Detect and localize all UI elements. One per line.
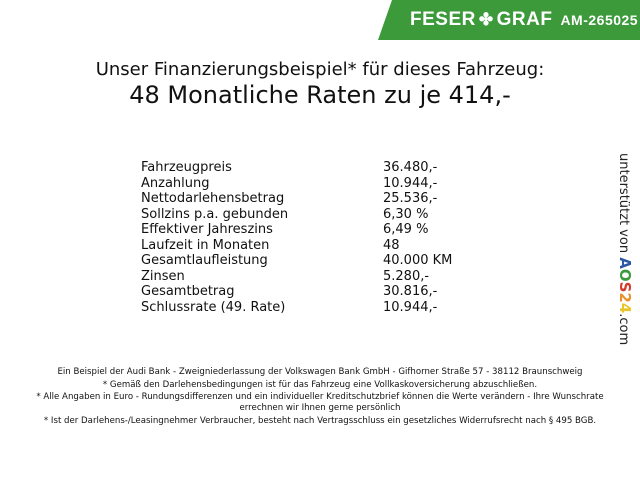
row-value: 5.280,- (383, 268, 430, 284)
sponsor-suffix: .com (616, 313, 631, 346)
table-row: Gesamtlaufleistung 40.000 KM (141, 253, 461, 269)
row-value: 25.536,- (383, 191, 438, 206)
row-label: Laufzeit in Monaten (141, 237, 270, 253)
row-value: 6,49 % (383, 222, 429, 237)
page-title: Unser Finanzierungsbeispiel* für dieses … (95, 59, 545, 80)
disclaimer-line: * Ist der Darlehens-/Leasingnehmer Verbr… (43, 415, 597, 426)
row-value: 10.944,- (383, 299, 438, 315)
row-label: Zinsen (141, 268, 185, 284)
table-row: Fahrzeugpreis 36.480,- (141, 160, 461, 176)
logo-letter: S (616, 281, 634, 293)
sponsor-prefix: unterstützt von (616, 153, 631, 254)
table-row: Effektiver Jahreszins 6,49 % (141, 222, 461, 238)
table-row: Laufzeit in Monaten 48 (141, 238, 461, 254)
table-row: Nettodarlehensbetrag 25.536,- (141, 191, 461, 207)
row-value: 48 (383, 237, 400, 253)
row-value: 30.816,- (383, 284, 438, 299)
vehicle-code: AM-265025 (560, 12, 639, 28)
table-row: Gesamtbetrag 30.816,- (141, 284, 461, 300)
row-label: Nettodarlehensbetrag (141, 191, 285, 206)
table-row: Schlussrate (49. Rate) 10.944,- (141, 300, 461, 316)
rate-headline: 48 Monatliche Raten zu je 414,- (129, 81, 511, 109)
aos24-logo: AOS24 (616, 257, 634, 313)
sponsor-credit: unterstützt von AOS24.com (616, 153, 634, 345)
row-label: Effektiver Jahreszins (141, 222, 273, 237)
footer-disclaimer: Ein Beispiel der Audi Bank - Zweignieder… (30, 367, 610, 428)
row-value: 6,30 % (383, 206, 429, 222)
table-row: Anzahlung 10.944,- (141, 176, 461, 192)
finance-table: Fahrzeugpreis 36.480,- Anzahlung 10.944,- Ne… (141, 160, 461, 315)
row-label: Schlussrate (49. Rate) (141, 299, 286, 315)
disclaimer-line: * Alle Angaben in Euro - Rundungsdiffere… (36, 392, 604, 413)
logo-letter: O (616, 268, 634, 282)
row-label: Fahrzeugpreis (141, 160, 232, 175)
brand-logo: FESER ✤ GRAF AM-265025 (410, 9, 638, 31)
logo-letter: 2 (616, 292, 634, 303)
row-label: Sollzins p.a. gebunden (141, 206, 289, 222)
table-row: Zinsen 5.280,- (141, 269, 461, 285)
row-value: 40.000 KM (383, 253, 453, 268)
brand-name: FESER (410, 9, 476, 30)
brand-name-2: GRAF (496, 9, 553, 30)
disclaimer-line: Ein Beispiel der Audi Bank - Zweignieder… (57, 367, 583, 377)
logo-letter: A (616, 257, 634, 269)
logo-letter: 4 (616, 302, 634, 314)
row-label: Gesamtbetrag (141, 284, 235, 299)
disclaimer-line: * Gemäß den Darlehensbedingungen ist für… (102, 379, 538, 390)
row-label: Anzahlung (141, 175, 210, 191)
table-row: Sollzins p.a. gebunden 6,30 % (141, 207, 461, 223)
brand-banner (378, 0, 640, 40)
row-value: 10.944,- (383, 175, 438, 191)
clover-icon: ✤ (478, 10, 494, 29)
row-value: 36.480,- (383, 160, 438, 175)
row-label: Gesamtlaufleistung (141, 253, 268, 268)
